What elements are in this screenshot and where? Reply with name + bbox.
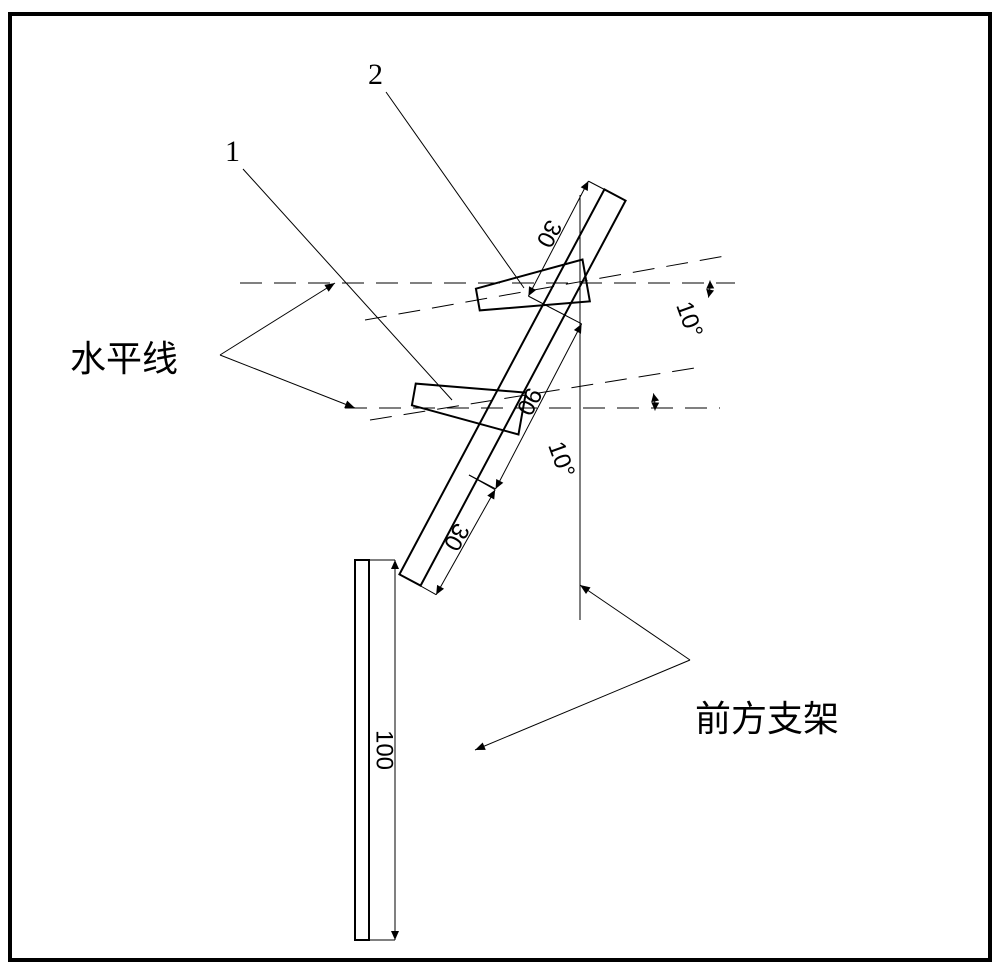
svg-text:30: 30	[438, 519, 475, 556]
diagram-root: 10° 10° 30 90 30 100 水平线 前方支架 1 2	[0, 0, 1000, 973]
svg-text:10°: 10°	[670, 298, 708, 341]
callout-2: 2	[368, 58, 383, 92]
svg-text:10°: 10°	[542, 438, 580, 481]
svg-text:100: 100	[371, 730, 398, 770]
axis-upper	[365, 256, 725, 320]
ground-post	[355, 560, 369, 940]
leader-1	[243, 169, 452, 400]
outer-frame	[10, 14, 990, 960]
svg-text:30: 30	[531, 216, 567, 252]
sensor-upper	[476, 260, 590, 311]
diagram-svg: 10° 10° 30 90 30 100	[0, 0, 1000, 973]
leader-2	[386, 92, 524, 288]
label-front-bracket: 前方支架	[695, 690, 839, 742]
callout-1: 1	[225, 135, 240, 169]
main-bar	[399, 189, 625, 585]
label-horizontal-line: 水平线	[70, 330, 178, 382]
svg-text:90: 90	[511, 383, 547, 419]
sensor-lower	[412, 384, 526, 435]
